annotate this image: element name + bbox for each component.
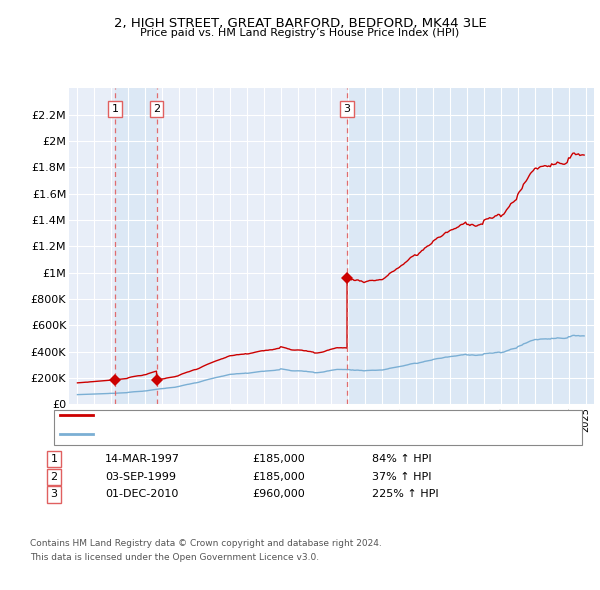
Text: £185,000: £185,000: [252, 454, 305, 464]
Text: 2, HIGH STREET, GREAT BARFORD, BEDFORD, MK44 3LE: 2, HIGH STREET, GREAT BARFORD, BEDFORD, …: [113, 17, 487, 30]
Text: 1: 1: [50, 454, 58, 464]
Bar: [115, 88, 157, 404]
Text: This data is licensed under the Open Government Licence v3.0.: This data is licensed under the Open Gov…: [30, 553, 319, 562]
Text: 3: 3: [50, 490, 58, 499]
Text: £185,000: £185,000: [252, 472, 305, 481]
Bar: [347, 88, 594, 404]
Text: 2: 2: [153, 104, 160, 114]
Text: 84% ↑ HPI: 84% ↑ HPI: [372, 454, 431, 464]
Text: 01-DEC-2010: 01-DEC-2010: [105, 490, 178, 499]
Text: 03-SEP-1999: 03-SEP-1999: [105, 472, 176, 481]
Text: 1: 1: [112, 104, 118, 114]
Text: 225% ↑ HPI: 225% ↑ HPI: [372, 490, 439, 499]
Text: 14-MAR-1997: 14-MAR-1997: [105, 454, 180, 464]
Text: Contains HM Land Registry data © Crown copyright and database right 2024.: Contains HM Land Registry data © Crown c…: [30, 539, 382, 548]
Text: HPI: Average price, detached house, Bedford: HPI: Average price, detached house, Bedf…: [99, 429, 333, 438]
Text: 37% ↑ HPI: 37% ↑ HPI: [372, 472, 431, 481]
Text: Price paid vs. HM Land Registry’s House Price Index (HPI): Price paid vs. HM Land Registry’s House …: [140, 28, 460, 38]
Text: 3: 3: [344, 104, 350, 114]
Text: 2, HIGH STREET, GREAT BARFORD, BEDFORD, MK44 3LE (detached house): 2, HIGH STREET, GREAT BARFORD, BEDFORD, …: [99, 410, 486, 419]
Text: £960,000: £960,000: [252, 490, 305, 499]
Text: 2: 2: [50, 472, 58, 481]
